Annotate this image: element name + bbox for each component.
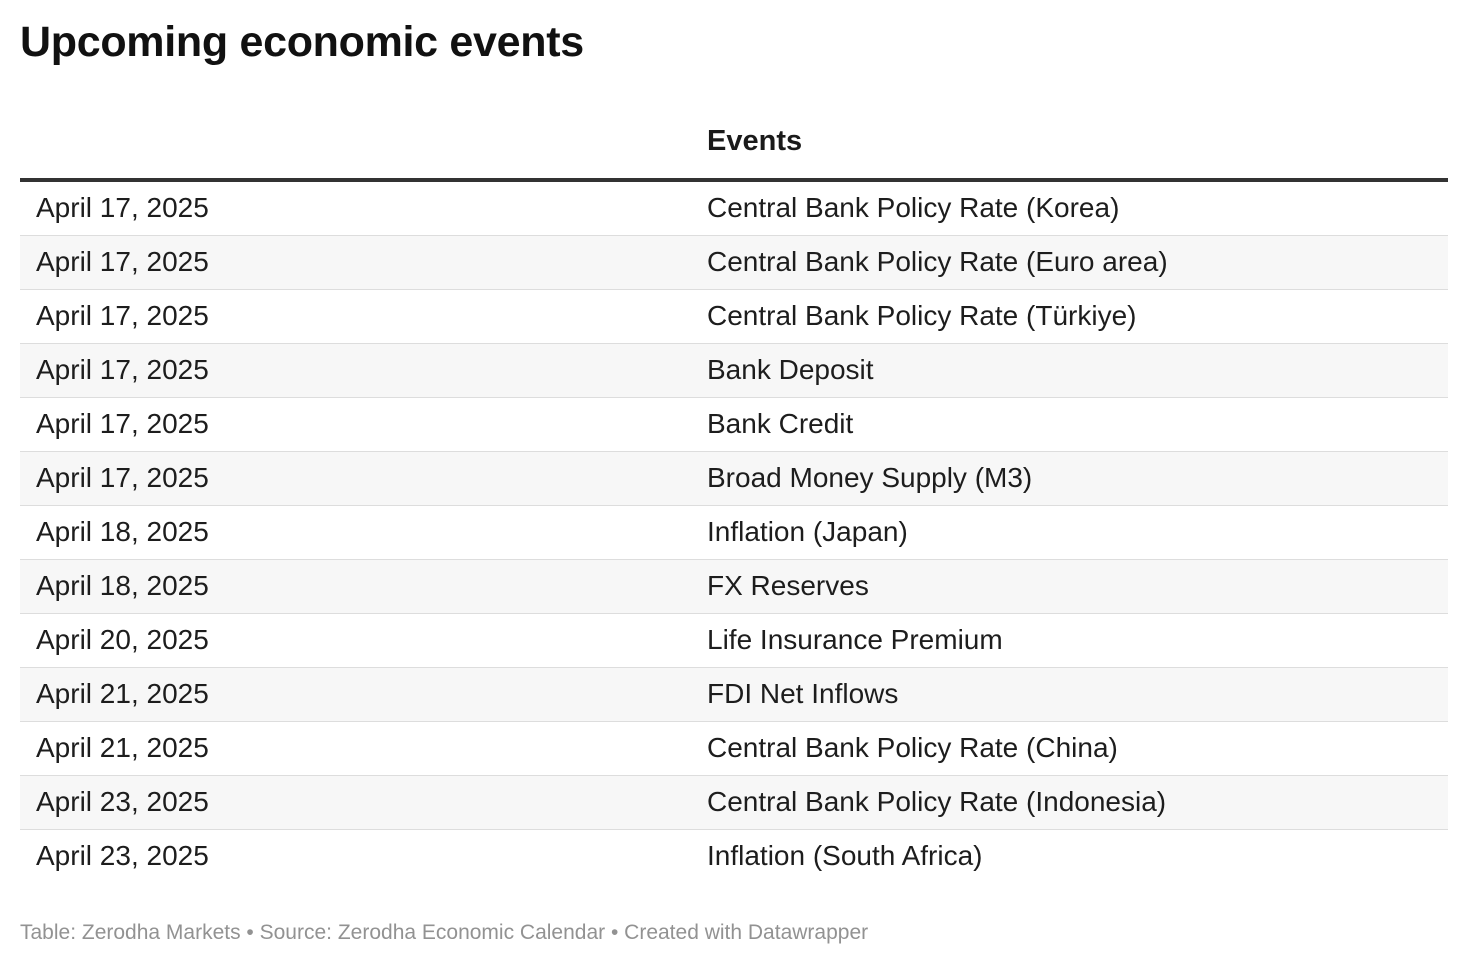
table-row: April 18, 2025 Inflation (Japan) [20, 506, 1448, 560]
date-cell: April 21, 2025 [36, 678, 209, 709]
event-cell: Inflation (South Africa) [707, 840, 983, 871]
date-cell: April 18, 2025 [36, 516, 209, 547]
date-cell: April 20, 2025 [36, 624, 209, 655]
event-cell: Central Bank Policy Rate (Korea) [707, 192, 1120, 223]
table-row: April 20, 2025 Life Insurance Premium [20, 614, 1448, 668]
events-table: Events April 17, 2025 Central Bank Policy… [20, 108, 1448, 883]
date-cell: April 17, 2025 [36, 300, 209, 331]
date-cell: April 17, 2025 [36, 354, 209, 385]
table-row: April 17, 2025 Central Bank Policy Rate (… [20, 236, 1448, 290]
event-cell: Central Bank Policy Rate (Indonesia) [707, 786, 1167, 817]
event-cell: Bank Credit [707, 408, 854, 439]
date-cell: April 17, 2025 [36, 246, 209, 277]
event-cell: FX Reserves [707, 570, 869, 601]
event-cell: Broad Money Supply (M3) [707, 462, 1033, 493]
date-cell: April 23, 2025 [36, 840, 209, 871]
table-row: April 21, 2025 Central Bank Policy Rate (… [20, 722, 1448, 776]
table-row: April 21, 2025 FDI Net Inflows [20, 668, 1448, 722]
table-body: April 17, 2025 Central Bank Policy Rate (… [20, 182, 1448, 883]
date-cell: April 17, 2025 [36, 408, 209, 439]
table-row: April 23, 2025 Central Bank Policy Rate (… [20, 776, 1448, 830]
event-cell: FDI Net Inflows [707, 678, 899, 709]
table-row: April 17, 2025 Bank Deposit [20, 344, 1448, 398]
event-cell: Bank Deposit [707, 354, 874, 385]
table-row: April 18, 2025 FX Reserves [20, 560, 1448, 614]
event-cell: Inflation (Japan) [707, 516, 908, 547]
table-row: April 17, 2025 Broad Money Supply (M3) [20, 452, 1448, 506]
table-row: April 23, 2025 Inflation (South Africa) [20, 830, 1448, 883]
column-header-events[interactable]: Events [707, 125, 803, 157]
event-cell: Central Bank Policy Rate (Türkiye) [707, 300, 1137, 331]
event-cell: Central Bank Policy Rate (Euro area) [707, 246, 1168, 277]
date-cell: April 17, 2025 [36, 462, 209, 493]
table-row: April 17, 2025 Bank Credit [20, 398, 1448, 452]
table-header: Events [20, 108, 1448, 182]
footer-credits: Table: Zerodha Markets • Source: Zerodha… [20, 921, 869, 944]
chart-title: Upcoming economic events [20, 18, 584, 66]
table-row: April 17, 2025 Central Bank Policy Rate (… [20, 290, 1448, 344]
date-cell: April 17, 2025 [36, 192, 209, 223]
date-cell: April 21, 2025 [36, 732, 209, 763]
date-cell: April 23, 2025 [36, 786, 209, 817]
event-cell: Life Insurance Premium [707, 624, 1003, 655]
event-cell: Central Bank Policy Rate (China) [707, 732, 1118, 763]
table-row: April 17, 2025 Central Bank Policy Rate (… [20, 182, 1448, 236]
date-cell: April 18, 2025 [36, 570, 209, 601]
